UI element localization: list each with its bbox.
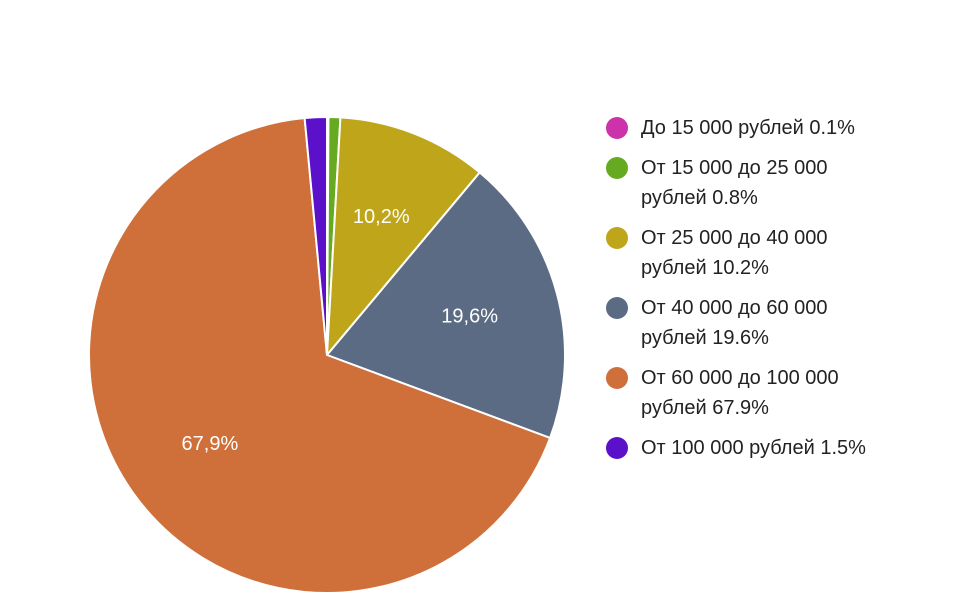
legend-label: От 40 000 до 60 000 рублей 19.6% xyxy=(641,297,828,349)
pie-slice xyxy=(325,116,482,358)
legend-item: От 40 000 до 60 000 рублей 19.6% xyxy=(606,293,876,353)
legend-swatch-icon xyxy=(606,437,628,459)
legend-swatch-icon xyxy=(606,367,628,389)
legend-label: От 15 000 до 25 000 рублей 0.8% xyxy=(641,157,828,209)
pie-slice xyxy=(325,171,566,440)
slice-label: 10,2% xyxy=(353,206,410,228)
legend-swatch-icon xyxy=(606,157,628,179)
legend-item: От 15 000 до 25 000 рублей 0.8% xyxy=(606,153,876,213)
pie-slice-labels: 10,2% 19,6% 67,9% xyxy=(182,206,499,455)
legend-label: От 60 000 до 100 000 рублей 67.9% xyxy=(641,367,839,419)
legend: До 15 000 рублей 0.1% От 15 000 до 25 000… xyxy=(606,113,876,473)
pie-slice xyxy=(88,116,552,594)
legend-label: От 25 000 до 40 000 рублей 10.2% xyxy=(641,227,828,279)
legend-item: До 15 000 рублей 0.1% xyxy=(606,113,876,143)
legend-item: От 60 000 до 100 000 рублей 67.9% xyxy=(606,363,876,423)
legend-label: До 15 000 рублей 0.1% xyxy=(641,117,855,139)
pie-slice xyxy=(303,115,328,356)
legend-item: От 100 000 рублей 1.5% xyxy=(606,433,876,463)
slice-label: 67,9% xyxy=(182,433,239,455)
legend-label: От 100 000 рублей 1.5% xyxy=(641,437,866,459)
legend-item: От 25 000 до 40 000 рублей 10.2% xyxy=(606,223,876,283)
legend-swatch-icon xyxy=(606,297,628,319)
pie-slices xyxy=(88,115,566,594)
legend-swatch-icon xyxy=(606,227,628,249)
slice-label: 19,6% xyxy=(441,306,498,328)
legend-swatch-icon xyxy=(606,117,628,139)
